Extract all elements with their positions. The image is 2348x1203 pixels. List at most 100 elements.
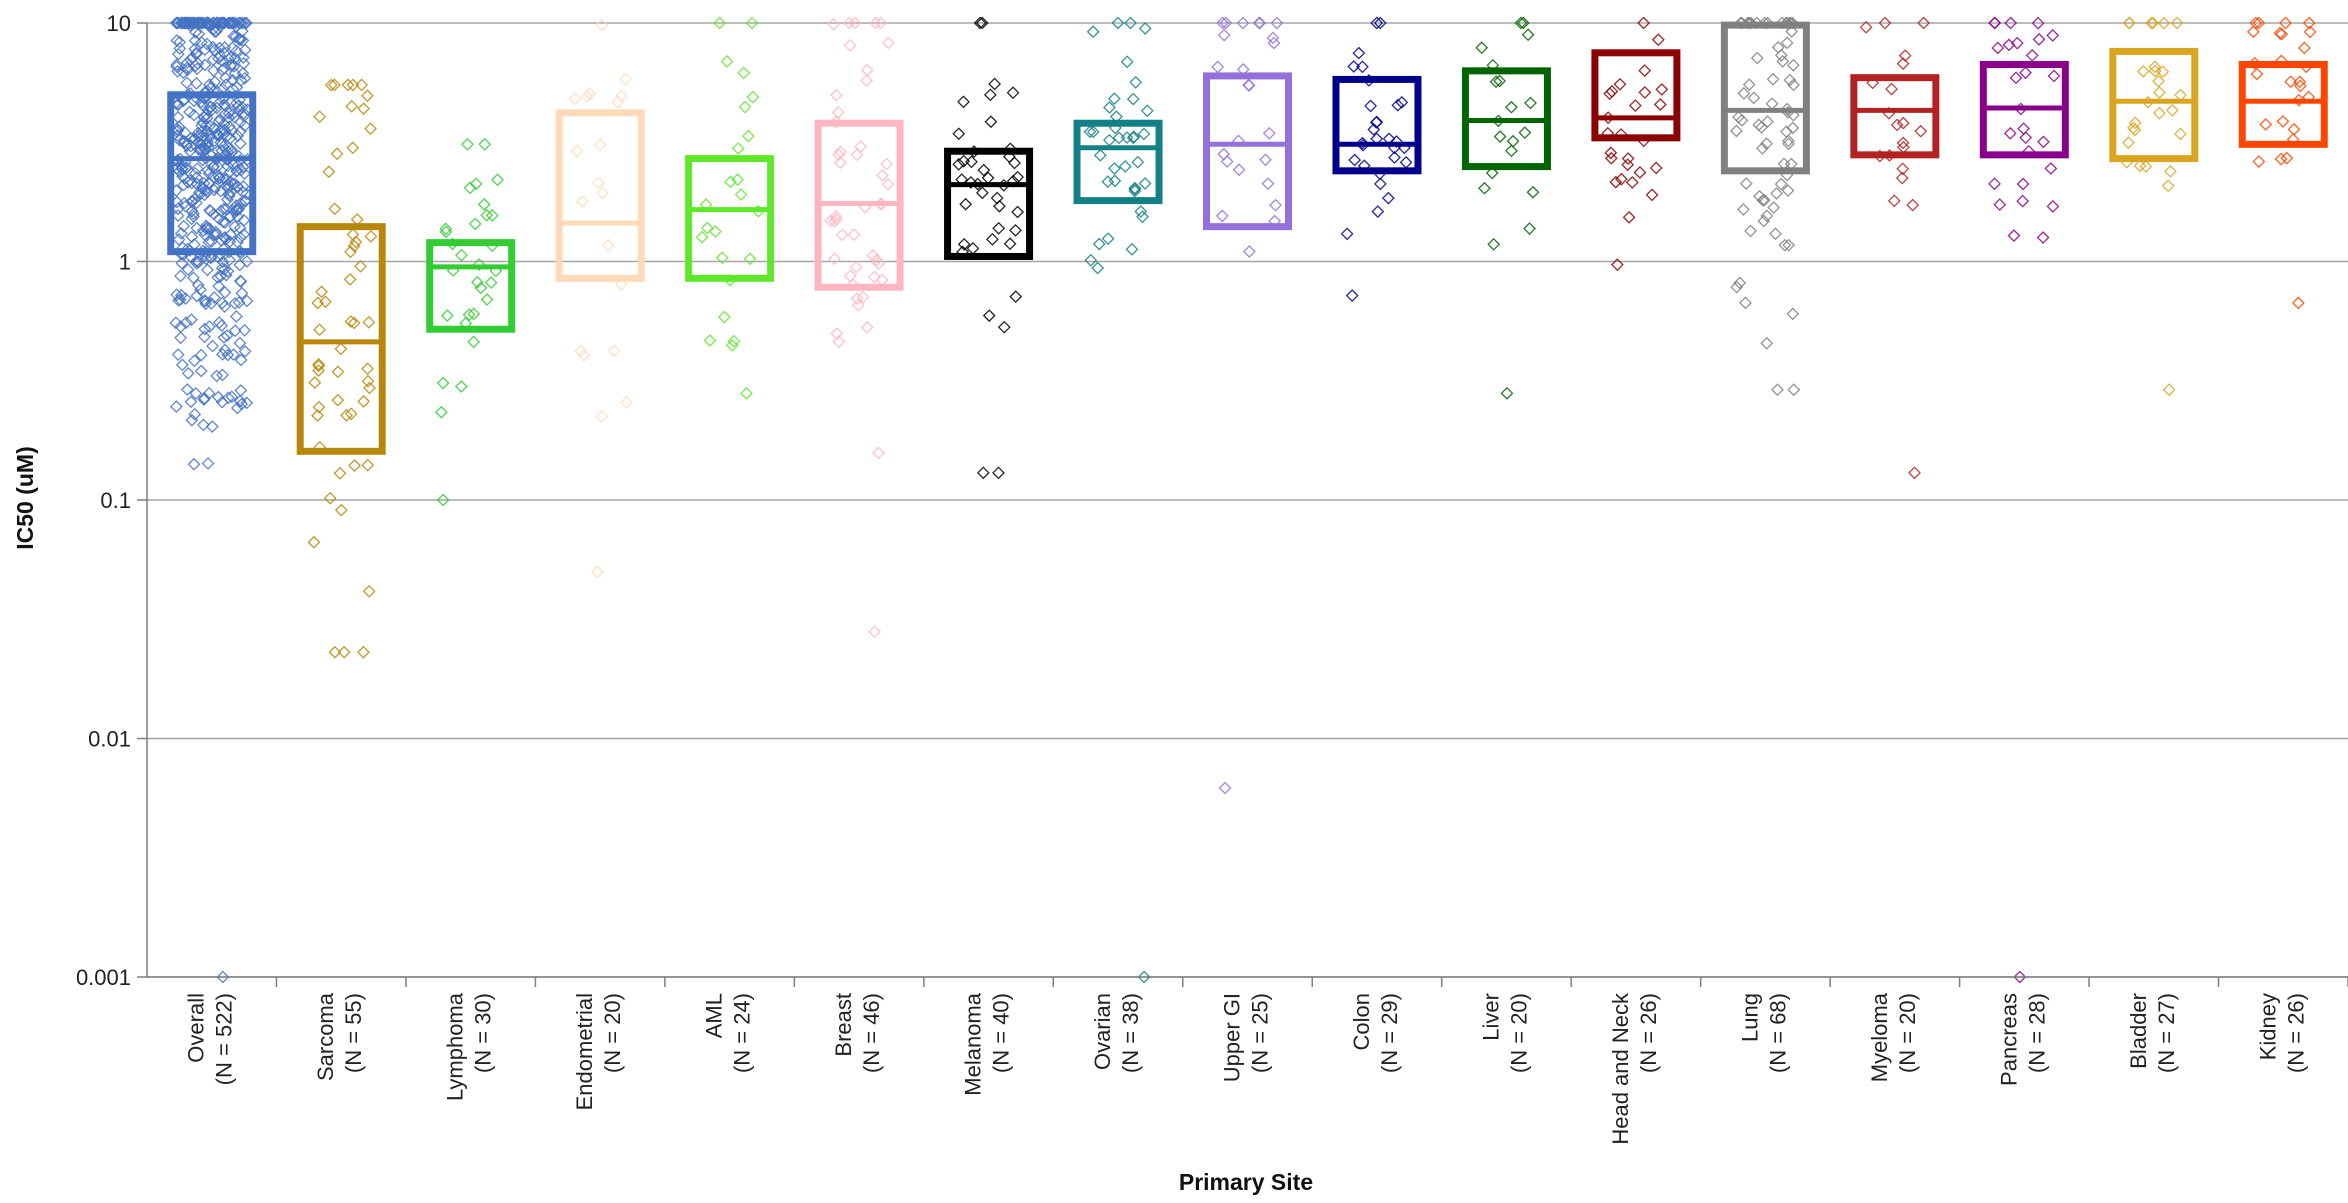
data-point: [234, 73, 248, 87]
data-point: [201, 457, 215, 470]
data-point: [217, 331, 231, 344]
data-point: [362, 584, 376, 598]
data-point: [468, 217, 482, 231]
data-point: [1381, 191, 1395, 205]
data-point: [175, 256, 189, 270]
data-point: [224, 59, 238, 73]
data-point: [200, 222, 214, 236]
data-point: [2274, 152, 2288, 166]
data-point: [1785, 25, 1799, 38]
data-point: [1373, 16, 1387, 30]
data-point: [831, 105, 845, 119]
data-point: [880, 157, 894, 171]
data-point: [199, 184, 213, 197]
x-tick-label-lymphoma: Lymphoma (N = 30): [443, 992, 496, 1101]
data-point: [185, 313, 198, 327]
data-point: [180, 76, 194, 90]
data-point: [700, 221, 714, 235]
data-point: [2287, 122, 2301, 136]
data-point: [1140, 104, 1154, 118]
data-point: [1128, 182, 1142, 196]
data-point: [201, 136, 215, 149]
category-name: Lymphoma: [443, 992, 468, 1101]
data-point: [170, 16, 184, 30]
data-point: [1780, 102, 1794, 116]
data-point: [2016, 194, 2030, 208]
data-point: [230, 96, 243, 110]
data-point: [217, 172, 231, 186]
data-point: [228, 324, 242, 338]
data-point: [1906, 198, 1920, 212]
data-point: [208, 75, 222, 89]
data-point: [362, 315, 376, 329]
data-point: [1211, 60, 1225, 74]
data-point: [171, 209, 185, 223]
data-point: [194, 364, 208, 378]
data-point: [337, 645, 351, 659]
y-tick-label: 10: [107, 11, 131, 36]
data-point: [345, 99, 359, 113]
data-point: [200, 124, 214, 138]
data-point: [198, 58, 212, 72]
data-point: [311, 409, 324, 423]
data-point: [1637, 16, 1651, 30]
data-point: [197, 418, 210, 432]
data-point: [170, 58, 184, 72]
data-point: [832, 148, 846, 162]
data-point: [993, 199, 1006, 213]
data-point: [2004, 16, 2018, 30]
data-point: [197, 110, 211, 124]
data-point: [1638, 86, 1652, 99]
data-point: [745, 16, 759, 30]
data-point: [1621, 152, 1635, 165]
data-point: [1780, 125, 1793, 139]
data-point: [364, 230, 378, 243]
data-point: [192, 186, 206, 199]
data-point: [169, 400, 183, 414]
data-point: [1744, 224, 1757, 238]
data-point: [1215, 209, 1229, 223]
data-point: [2007, 229, 2021, 243]
data-point: [957, 95, 970, 109]
data-point: [1651, 33, 1665, 47]
x-tick-label-myeloma: Myeloma (N = 20): [1867, 992, 1920, 1082]
data-point: [187, 354, 201, 368]
data-point: [1628, 99, 1642, 112]
data-point: [1739, 296, 1752, 310]
data-point: [1518, 126, 1532, 140]
data-point: [2302, 16, 2316, 30]
data-point: [221, 391, 235, 405]
data-point: [180, 383, 194, 396]
data-point: [1774, 177, 1788, 191]
data-point: [2032, 32, 2046, 46]
data-point: [1399, 155, 1413, 169]
data-point: [235, 286, 249, 300]
data-point: [190, 289, 204, 303]
data-point: [615, 89, 629, 103]
data-point: [197, 393, 211, 407]
data-point: [595, 18, 609, 32]
data-point: [724, 175, 737, 189]
data-point: [179, 316, 193, 330]
data-point: [213, 16, 227, 30]
data-point: [952, 127, 966, 141]
data-point: [2036, 231, 2050, 244]
data-point: [184, 395, 198, 409]
box-bladder: [2109, 47, 2199, 163]
box-aml: [685, 155, 775, 282]
data-point: [1752, 118, 1766, 132]
data-point: [315, 285, 328, 299]
data-point: [740, 386, 753, 400]
data-point: [354, 259, 367, 273]
data-point: [1988, 177, 2001, 191]
data-point: [1778, 238, 1792, 252]
data-point: [2139, 160, 2153, 173]
data-point: [1136, 210, 1149, 224]
data-point: [2259, 118, 2273, 131]
data-point: [2128, 123, 2142, 137]
data-point: [360, 89, 374, 103]
data-point: [985, 232, 999, 246]
data-point: [477, 197, 491, 211]
